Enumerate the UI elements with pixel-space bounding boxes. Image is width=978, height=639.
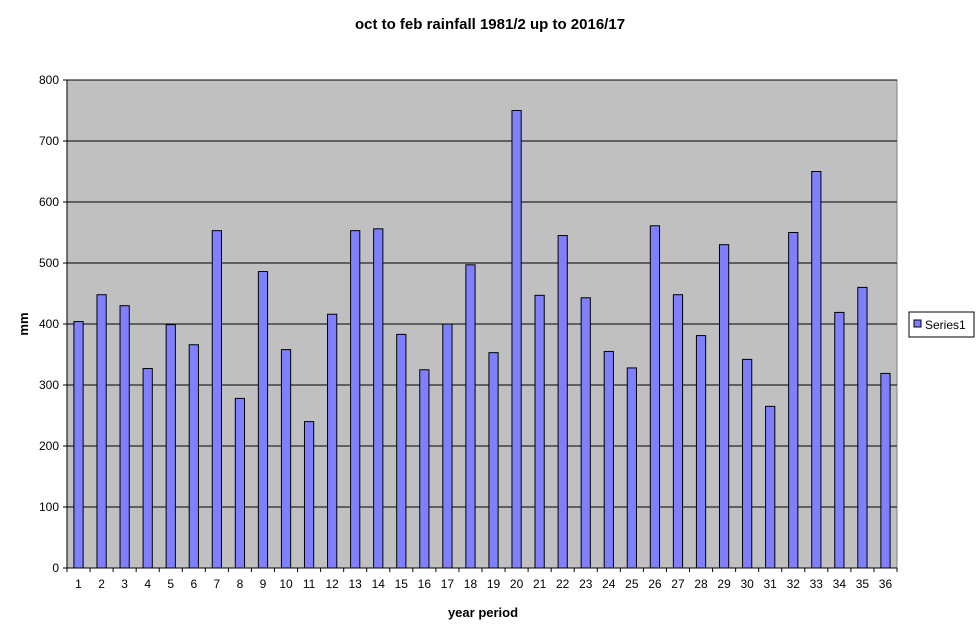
y-tick-label: 600 [39,195,59,209]
bar-6 [188,344,199,569]
bar-20 [511,110,522,569]
bar-27 [672,294,684,569]
x-tick-label: 1 [75,577,82,591]
bar-10 [280,349,292,569]
x-tick-label: 21 [533,577,547,591]
bar-28 [695,335,707,569]
y-axis-title: mm [16,312,31,335]
x-tick-label: 22 [556,577,570,591]
bar-36 [880,372,891,569]
x-tick-label: 4 [144,577,151,591]
legend-swatch-series1 [913,319,922,328]
x-tick-label: 31 [764,577,778,591]
bar-22 [557,235,568,569]
x-tick-label: 25 [625,577,639,591]
bar-3 [119,305,130,569]
x-tick-label: 32 [787,577,801,591]
bar-33 [811,171,822,569]
bar-31 [765,405,776,569]
bar-19 [488,352,499,569]
bar-32 [788,232,799,569]
bar-21 [534,294,545,569]
x-tick-label: 13 [349,577,363,591]
bar-4 [142,368,153,569]
x-tick-label: 24 [602,577,616,591]
bar-11 [303,421,315,569]
bar-8 [234,397,246,569]
x-tick-labels: 1 2 3 4 5 6 7 8 9 10 11 12 13 14 15 16 17 18 19 20 21 22 23 24 2… [75,577,892,591]
gridlines [67,79,897,508]
bar-13 [350,230,361,569]
x-tick-label: 27 [671,577,685,591]
x-tick-label: 15 [395,577,409,591]
y-tick-label: 200 [39,439,59,453]
x-tick-label: 8 [237,577,244,591]
x-tick-label: 33 [810,577,824,591]
y-tick-label: 0 [52,561,59,575]
bar-34 [834,311,845,569]
x-tick-label: 23 [579,577,593,591]
bar-26 [649,225,661,569]
bar-5 [165,324,176,569]
y-tick-label: 700 [39,134,59,148]
bar-1 [73,321,84,569]
axes [63,79,898,572]
y-tick-label: 300 [39,378,59,392]
x-tick-label: 7 [214,577,221,591]
x-tick-label: 12 [325,577,339,591]
bar-18 [465,264,476,569]
bar-9 [257,271,269,569]
x-tick-label: 30 [740,577,754,591]
bar-7 [211,230,222,569]
x-tick-label: 28 [694,577,708,591]
y-tick-label: 800 [39,73,59,87]
bar-12 [327,313,338,569]
bar-24 [603,350,614,569]
x-tick-label: 34 [833,577,847,591]
x-tick-label: 18 [464,577,478,591]
bar-25 [626,367,637,569]
y-tick-labels: 0 100 200 300 400 500 600 700 800 [39,73,59,575]
x-tick-label: 11 [303,577,316,591]
x-tick-label: 9 [260,577,267,591]
bar-17 [442,323,453,569]
x-tick-label: 36 [879,577,893,591]
x-tick-label: 26 [648,577,662,591]
x-tick-label: 2 [98,577,105,591]
x-tick-label: 6 [190,577,197,591]
bars [73,110,891,569]
y-tick-label: 500 [39,256,59,270]
x-tick-label: 10 [279,577,293,591]
legend: Series1 [908,311,975,338]
y-tick-label: 400 [39,317,59,331]
bar-35 [857,286,868,569]
x-tick-label: 17 [441,577,455,591]
x-tick-label: 5 [167,577,174,591]
x-tick-label: 29 [717,577,731,591]
bar-29 [718,244,730,569]
bar-2 [96,294,107,569]
bar-15 [396,333,407,569]
legend-label-series1: Series1 [925,318,966,332]
x-tick-label: 14 [372,577,386,591]
x-tick-label: 3 [121,577,128,591]
x-tick-label: 19 [487,577,501,591]
y-tick-label: 100 [39,500,59,514]
x-tick-label: 35 [856,577,870,591]
x-axis-title: year period [448,605,518,620]
chart-title: oct to feb rainfall 1981/2 up to 2016/17 [355,16,625,33]
x-tick-label: 20 [510,577,524,591]
bar-23 [580,297,591,569]
bar-16 [419,369,430,569]
bar-14 [373,228,384,569]
x-tick-label: 16 [418,577,432,591]
bar-30 [742,358,753,569]
